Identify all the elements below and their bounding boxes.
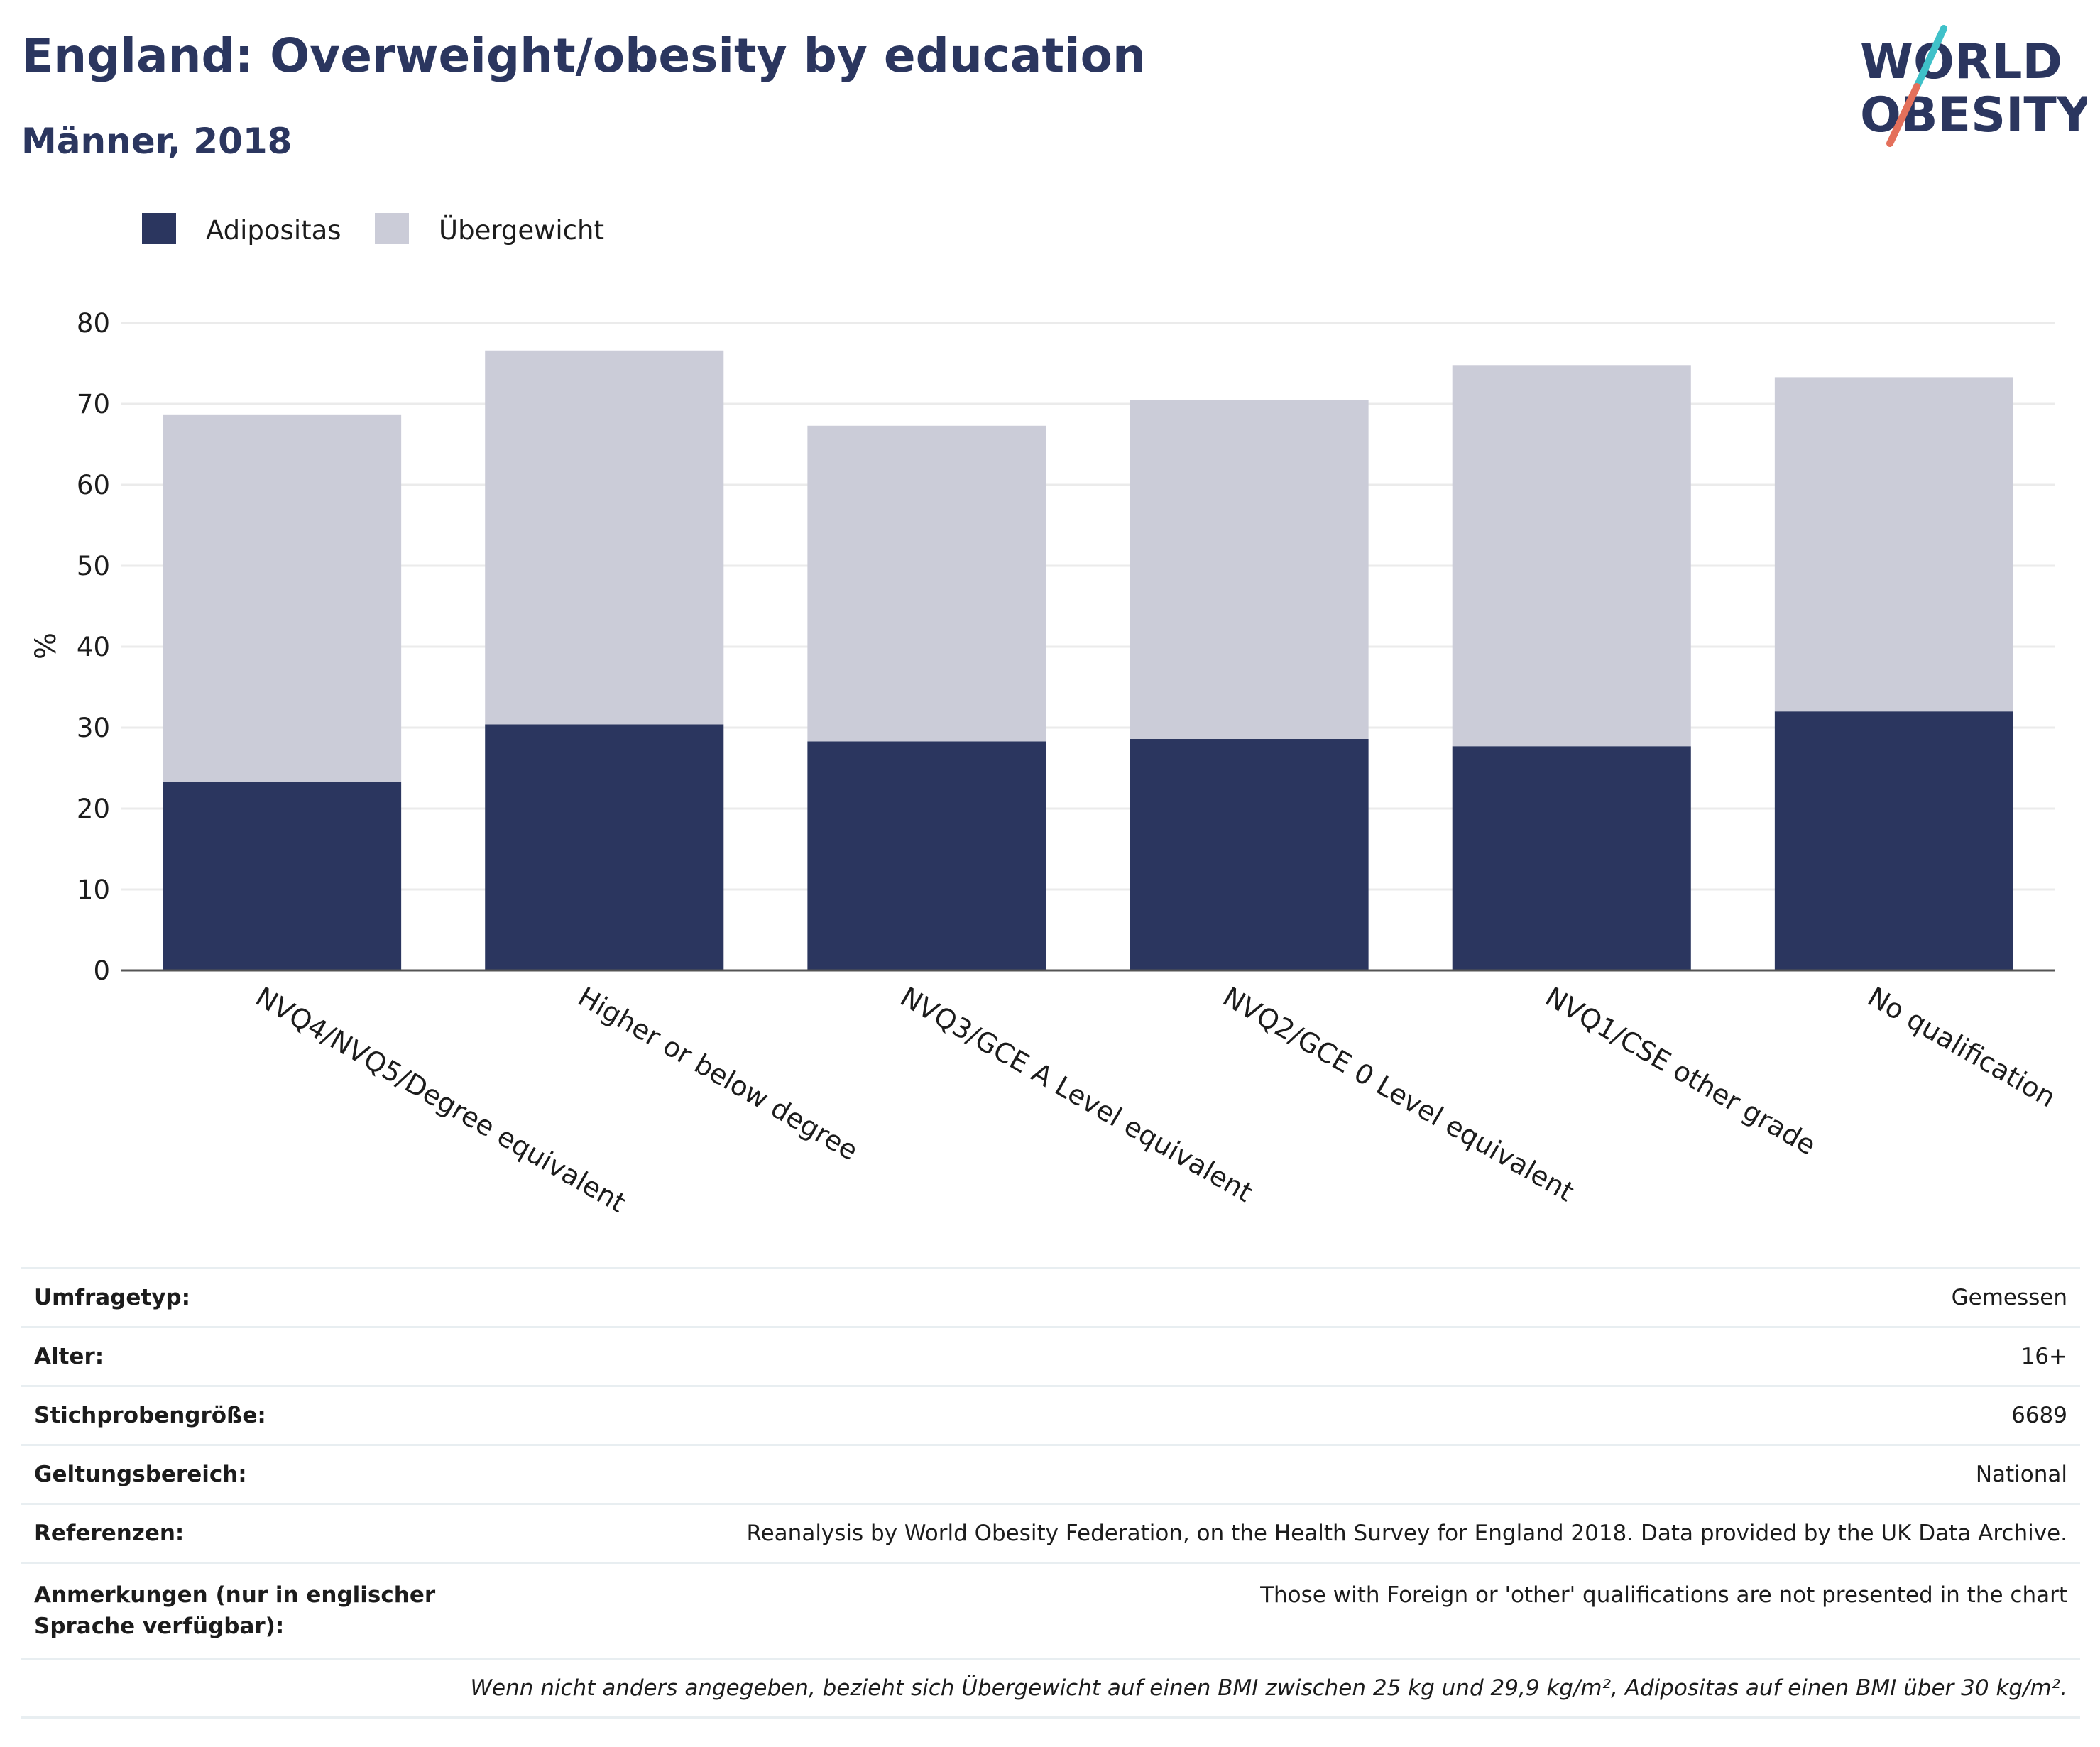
bar-adipositas-5 (1774, 711, 2013, 970)
info-key: Alter: (21, 1326, 544, 1386)
info-row: Referenzen: Reanalysis by World Obesity F… (21, 1503, 2080, 1563)
x-tick-label: Higher or below degree (573, 981, 863, 1167)
logo-slash-bottom (1886, 83, 1920, 147)
bar-uebergewicht-1 (485, 350, 724, 725)
info-key: Geltungsbereich: (21, 1444, 544, 1504)
bar-uebergewicht-3 (1130, 400, 1369, 739)
y-tick-label: 10 (77, 875, 110, 905)
legend-swatch-0 (142, 213, 176, 244)
x-tick-label: NVQ3/GCE A Level equivalent (895, 981, 1258, 1208)
info-row: Alter: 16+ (21, 1326, 2080, 1386)
bar-uebergewicht-4 (1452, 365, 1691, 747)
info-key: Referenzen: (21, 1503, 544, 1563)
bar-adipositas-4 (1452, 746, 1691, 970)
legend-label-1: Übergewicht (439, 215, 604, 246)
y-axis: 0 10 20 30 40 50 60 70 80% (30, 308, 110, 986)
info-key: Umfragetyp: (21, 1267, 544, 1327)
world-obesity-logo: WORLD OBESITY (1860, 25, 2087, 147)
logo-slash-top (1913, 25, 1947, 90)
info-value: 16+ (544, 1326, 2080, 1386)
footnote-row: Wenn nicht anders angegeben, bezieht sic… (21, 1658, 2080, 1719)
legend: Adipositas Übergewicht (142, 213, 604, 246)
info-row: Anmerkungen (nur in englischer Sprache v… (21, 1562, 2080, 1659)
info-value: Reanalysis by World Obesity Federation, … (544, 1503, 2080, 1563)
chart-subtitle: Männer, 2018 (21, 121, 292, 162)
bar-uebergewicht-0 (163, 414, 402, 782)
x-tick-label: NVQ4/NVQ5/Degree equivalent (251, 981, 631, 1219)
info-row: Umfragetyp: Gemessen (21, 1267, 2080, 1327)
x-tick-label: No qualification (1862, 981, 2060, 1114)
info-value: National (544, 1444, 2080, 1504)
legend-label-0: Adipositas (206, 215, 341, 246)
y-tick-label: 50 (77, 551, 110, 581)
footnote: Wenn nicht anders angegeben, bezieht sic… (21, 1658, 2080, 1719)
x-tick-label: NVQ1/CSE other grade (1540, 981, 1821, 1161)
y-tick-label: 20 (77, 794, 110, 824)
logo-line1: WORLD (1860, 34, 2062, 90)
info-row: Geltungsbereich: National (21, 1444, 2080, 1504)
bar-adipositas-1 (485, 724, 724, 970)
y-tick-label: 30 (77, 713, 110, 743)
info-value: Gemessen (544, 1267, 2080, 1327)
y-axis-label: % (30, 632, 62, 659)
bar-adipositas-3 (1130, 738, 1369, 970)
bar-uebergewicht-2 (807, 425, 1046, 742)
y-tick-label: 70 (77, 389, 110, 420)
y-tick-label: 80 (77, 308, 110, 339)
info-row: Stichprobengröße: 6689 (21, 1385, 2080, 1445)
info-key: Stichprobengröße: (21, 1385, 544, 1445)
info-key: Anmerkungen (nur in englischer Sprache v… (21, 1562, 544, 1659)
bar-adipositas-0 (163, 782, 402, 970)
bar-adipositas-2 (807, 741, 1046, 970)
y-tick-label: 0 (93, 955, 110, 986)
stacked-bar-chart: Adipositas Übergewicht 0 10 20 30 40 50 60 70 80%… (30, 213, 2061, 1219)
chart-title: England: Overweight/obesity by education (21, 28, 1146, 83)
legend-swatch-1 (375, 213, 409, 244)
bar-uebergewicht-5 (1774, 377, 2013, 712)
x-tick-label: NVQ2/GCE 0 Level equivalent (1218, 981, 1579, 1208)
info-table: Umfragetyp: Gemessen Alter: 16+ Stichprobeng… (21, 1267, 2080, 1719)
info-value: 6689 (544, 1385, 2080, 1445)
y-tick-label: 60 (77, 470, 110, 500)
grid-lines (121, 322, 2055, 891)
y-tick-label: 40 (77, 632, 110, 662)
info-value: Those with Foreign or 'other' qualificat… (544, 1562, 2080, 1659)
bars (163, 350, 2013, 970)
